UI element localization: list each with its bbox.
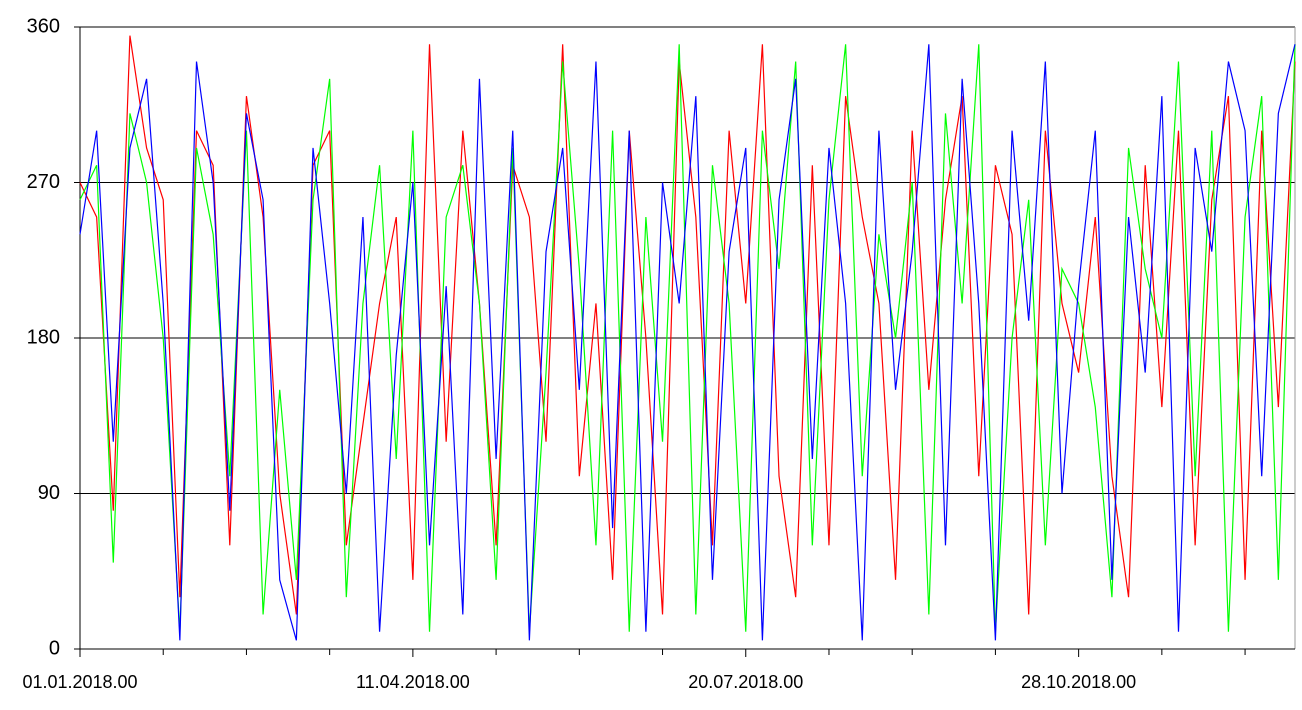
y-tick-label: 180 [27,326,60,348]
x-tick-label: 11.04.2018.00 [356,672,470,692]
x-tick-label: 28.10.2018.00 [1021,672,1136,692]
y-tick-label: 0 [49,637,60,659]
series-line [79,44,1296,641]
x-tick-label: 01.01.2018.00 [22,672,137,692]
y-tick-label: 270 [27,171,60,193]
x-tick-label: 20.07.2018.00 [688,672,803,692]
series-line [79,35,1296,615]
y-tick-label: 90 [38,482,60,504]
y-tick-label: 360 [27,15,60,37]
series-line [79,44,1296,632]
